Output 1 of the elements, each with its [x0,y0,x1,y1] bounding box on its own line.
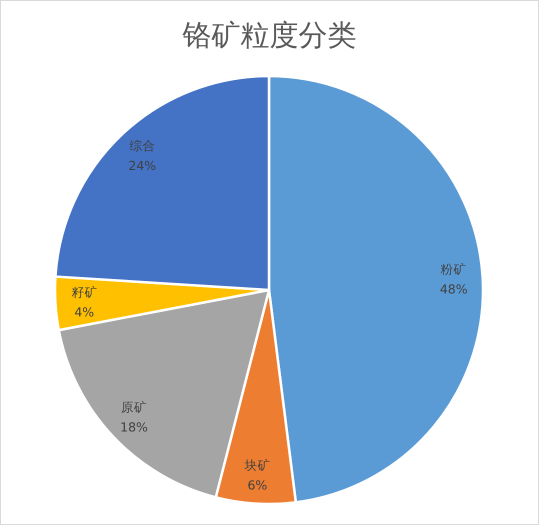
title: 铬矿粒度分类 [182,18,356,52]
